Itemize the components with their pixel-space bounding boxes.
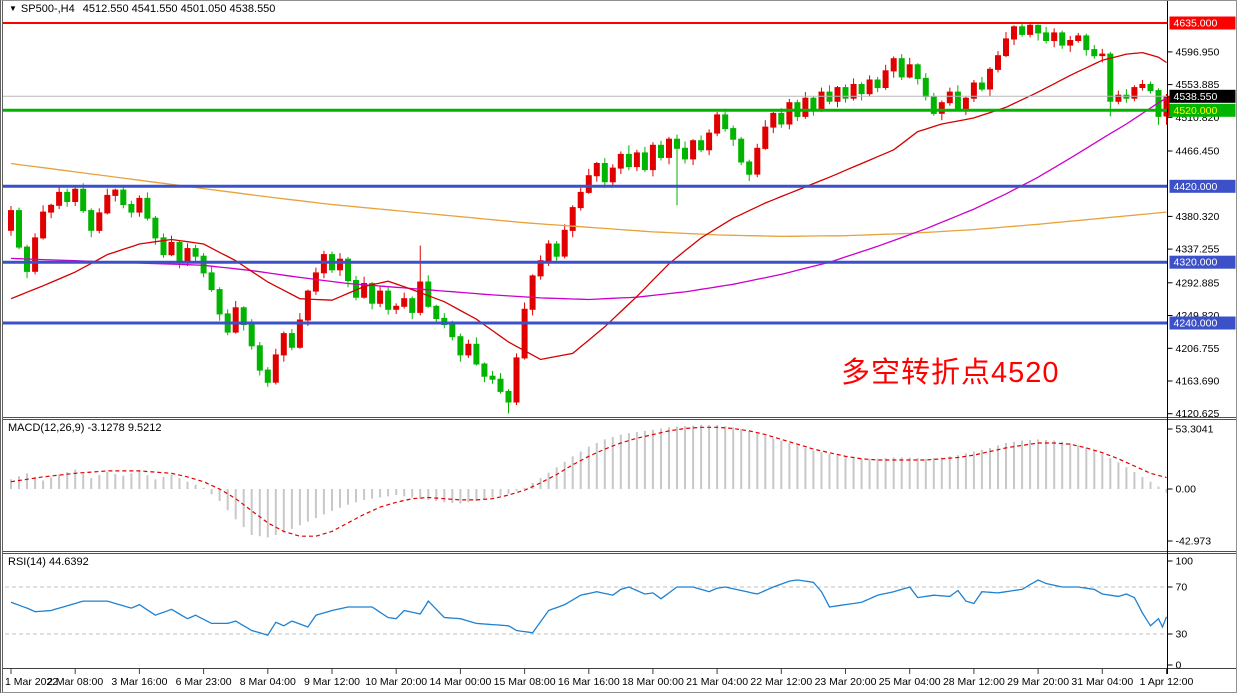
time-tick-label: 14 Mar 00:00 bbox=[429, 676, 491, 688]
ma-medium-magenta bbox=[10, 97, 1167, 301]
rsi-tick-label: 0 bbox=[1176, 660, 1182, 672]
time-tick-label: 28 Mar 12:00 bbox=[943, 676, 1005, 688]
time-tick-label: 18 Mar 00:00 bbox=[622, 676, 684, 688]
price-badge bbox=[1169, 255, 1236, 269]
time-tick-label: 9 Mar 12:00 bbox=[304, 676, 360, 688]
time-tick-label: 2 Mar 08:00 bbox=[47, 676, 103, 688]
turning-point-annotation: 多空转折点4520 bbox=[841, 357, 1060, 389]
price-badge bbox=[1169, 179, 1236, 193]
price-tick-label: 4337.255 bbox=[1176, 244, 1220, 256]
time-tick-label: 31 Mar 04:00 bbox=[1071, 676, 1133, 688]
time-tick-label: 10 Mar 20:00 bbox=[365, 676, 427, 688]
chart-canvas[interactable]: 4596.9504553.8854510.8204466.4504380.320… bbox=[3, 1, 1236, 692]
horizontal-levels-layer[interactable] bbox=[3, 22, 1168, 325]
ma-slow-orange bbox=[10, 162, 1167, 238]
svg-text:4635.000: 4635.000 bbox=[1174, 18, 1218, 30]
time-tick-label: 23 Mar 20:00 bbox=[815, 676, 877, 688]
price-badge bbox=[1169, 316, 1236, 330]
macd-panel[interactable] bbox=[10, 424, 1168, 538]
time-tick-label: 3 Mar 16:00 bbox=[111, 676, 167, 688]
macd-tick-label: -42.973 bbox=[1176, 536, 1212, 548]
price-badge bbox=[1169, 103, 1236, 117]
price-axis[interactable]: 4596.9504553.8854510.8204466.4504380.320… bbox=[1167, 1, 1236, 674]
time-tick-label: 21 Mar 04:00 bbox=[686, 676, 748, 688]
price-tick-label: 4596.950 bbox=[1176, 46, 1220, 58]
price-badge bbox=[1169, 89, 1236, 103]
panel-separators[interactable] bbox=[3, 417, 1236, 669]
price-tick-label: 4163.690 bbox=[1176, 376, 1220, 388]
rsi-tick-label: 100 bbox=[1176, 556, 1194, 568]
ma-fast-red bbox=[10, 51, 1167, 361]
time-tick-label: 16 Mar 16:00 bbox=[558, 676, 620, 688]
time-tick-label: 25 Mar 04:00 bbox=[879, 676, 941, 688]
time-tick-label: 8 Mar 04:00 bbox=[240, 676, 296, 688]
candles-layer[interactable] bbox=[8, 23, 1170, 414]
macd-signal-line bbox=[10, 426, 1167, 537]
rsi-tick-label: 30 bbox=[1176, 629, 1188, 641]
time-tick-label: 22 Mar 12:00 bbox=[750, 676, 812, 688]
price-badge bbox=[1169, 16, 1236, 30]
time-tick-label: 15 Mar 08:00 bbox=[494, 676, 556, 688]
rsi-panel[interactable] bbox=[5, 579, 1168, 636]
symbol-ohlc-header: ▼ SP500-,H4 4512.550 4541.550 4501.050 453… bbox=[9, 3, 275, 15]
svg-text:4538.550: 4538.550 bbox=[1174, 91, 1218, 103]
rsi-indicator-label: RSI(14) 44.6392 bbox=[8, 556, 89, 568]
price-tick-label: 4292.885 bbox=[1176, 277, 1220, 289]
price-tick-label: 4553.885 bbox=[1176, 79, 1220, 91]
macd-tick-label: 53.3041 bbox=[1176, 424, 1214, 436]
ohlc-values-label: 4512.550 4541.550 4501.050 4538.550 bbox=[82, 3, 276, 15]
rsi-tick-label: 70 bbox=[1176, 582, 1188, 594]
svg-text:4320.000: 4320.000 bbox=[1174, 257, 1218, 269]
time-tick-label: 1 Mar 2022 bbox=[5, 676, 58, 688]
price-tick-label: 4466.450 bbox=[1176, 146, 1220, 158]
price-tick-label: 4380.320 bbox=[1176, 211, 1220, 223]
price-tick-label: 4206.755 bbox=[1176, 343, 1220, 355]
time-tick-label: 6 Mar 23:00 bbox=[176, 676, 232, 688]
macd-indicator-label: MACD(12,26,9) -3.1278 9.5212 bbox=[8, 422, 162, 434]
chart-dropdown-icon[interactable]: ▼ bbox=[9, 4, 17, 13]
price-tick-label: 4120.625 bbox=[1176, 408, 1220, 420]
macd-tick-label: 0.00 bbox=[1176, 484, 1197, 496]
symbol-period-label: SP500-,H4 bbox=[20, 3, 75, 15]
rsi-line bbox=[10, 579, 1168, 636]
time-tick-label: 1 Apr 12:00 bbox=[1140, 676, 1194, 688]
moving-averages-layer bbox=[10, 51, 1167, 361]
svg-text:4520.000: 4520.000 bbox=[1174, 105, 1218, 117]
time-tick-label: 29 Mar 20:00 bbox=[1007, 676, 1069, 688]
svg-text:4240.000: 4240.000 bbox=[1174, 318, 1218, 330]
svg-text:4420.000: 4420.000 bbox=[1174, 181, 1218, 193]
